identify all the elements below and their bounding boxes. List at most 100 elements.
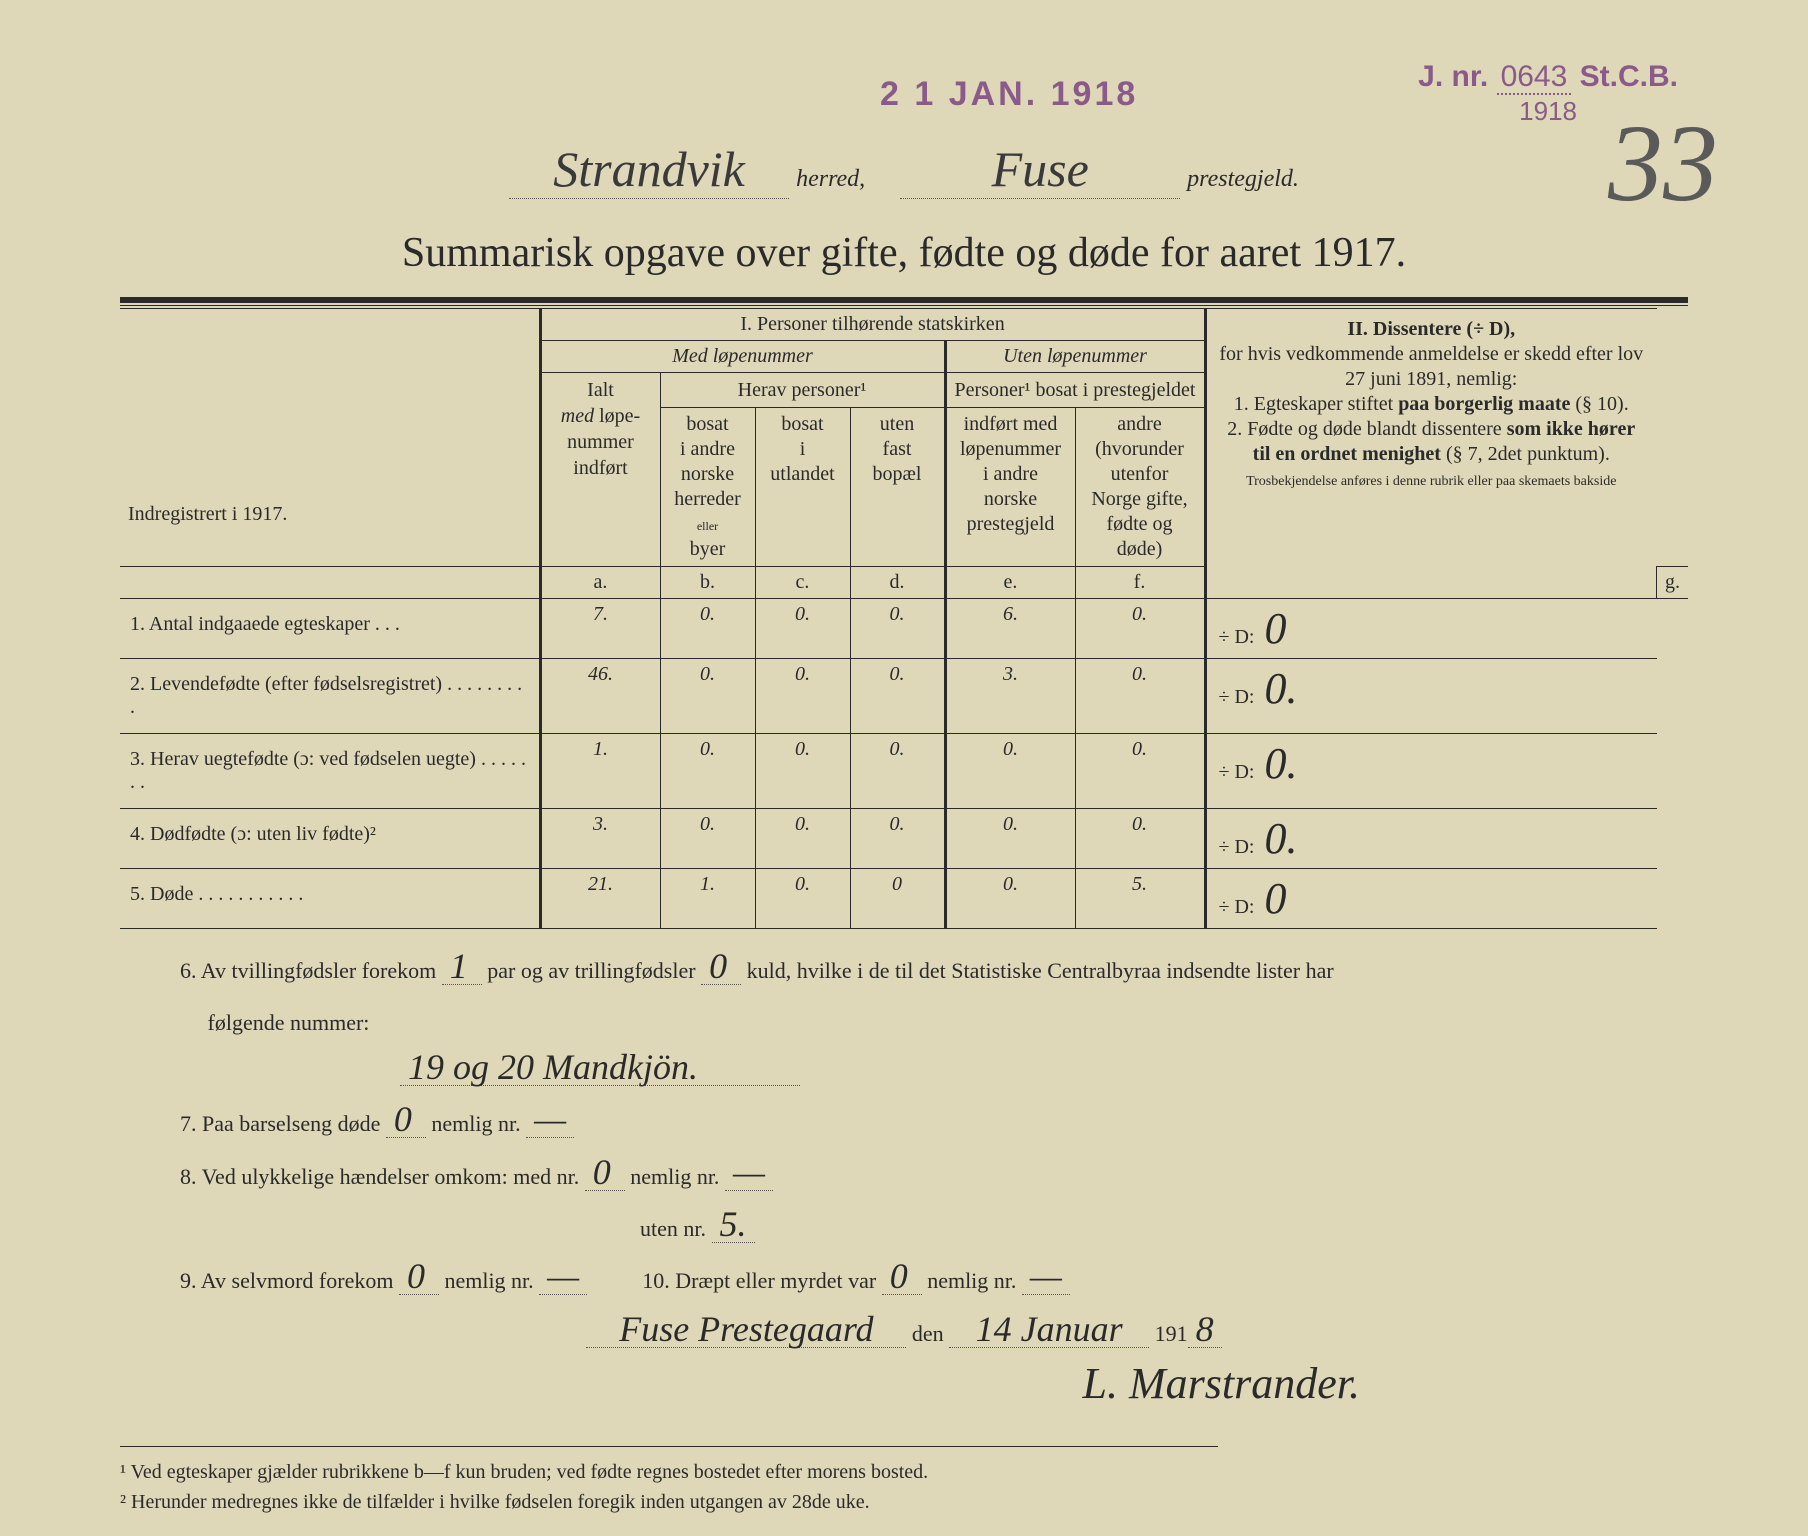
- row4-a: 3.: [540, 809, 660, 869]
- row1-a: 7.: [540, 599, 660, 659]
- row2-d: 0.: [850, 659, 945, 734]
- col-a-header: Ialtmed løpe-nummerindført: [540, 373, 660, 567]
- row1-b: 0.: [660, 599, 755, 659]
- row3-g: ÷ D: 0.: [1205, 734, 1657, 809]
- col-f-header: andre(hvorunderutenforNorge gifte,fødte …: [1075, 408, 1205, 567]
- journal-prefix: J. nr.: [1418, 60, 1488, 93]
- personer-bosat-header: Personer¹ bosat i prestegjeldet: [945, 373, 1205, 408]
- main-table: Indregistrert i 1917. I. Personer tilhør…: [120, 308, 1688, 929]
- murder-nr: —: [1022, 1258, 1070, 1295]
- row5-d: 0: [850, 869, 945, 929]
- row4-label: 4. Dødfødte (ɔ: uten liv fødte)²: [120, 809, 540, 869]
- header-line: Strandvik herred, Fuse prestegjeld.: [120, 140, 1688, 199]
- year-value: 8: [1188, 1311, 1222, 1348]
- line-6: 6. Av tvillingfødsler forekom 1 par og a…: [180, 947, 1628, 995]
- row5-a: 21.: [540, 869, 660, 929]
- row1-d: 0.: [850, 599, 945, 659]
- form-title: Summarisk opgave over gifte, fødte og dø…: [120, 229, 1688, 277]
- footnotes: ¹ Ved egteskaper gjælder rubrikkene b—f …: [120, 1446, 1218, 1517]
- barsel-value: 0: [386, 1101, 426, 1138]
- place-date-line: Fuse Prestegaard den 14 Januar 1918: [180, 1310, 1628, 1358]
- row3-a: 1.: [540, 734, 660, 809]
- accident-med: 0: [585, 1154, 625, 1191]
- row3-c: 0.: [755, 734, 850, 809]
- rule-thin: [120, 305, 1688, 306]
- row4-g: ÷ D: 0.: [1205, 809, 1657, 869]
- section2-body1: for hvis vedkommende anmeldelse er skedd…: [1219, 342, 1645, 392]
- section1-header: I. Personer tilhørende statskirken: [540, 309, 1205, 341]
- row4-d: 0.: [850, 809, 945, 869]
- row5-g: ÷ D: 0: [1205, 869, 1657, 929]
- date-value: 14 Januar: [949, 1311, 1149, 1348]
- signature-line: L. Marstrander.: [180, 1362, 1628, 1415]
- line-7: 7. Paa barselseng døde 0 nemlig nr. —: [180, 1100, 1628, 1148]
- row4-c: 0.: [755, 809, 850, 869]
- prestegjeld-value: Fuse: [900, 140, 1180, 199]
- table-row: 5. Døde . . . . . . . . . . . 21. 1. 0. …: [120, 869, 1688, 929]
- row2-c: 0.: [755, 659, 850, 734]
- twin-numbers: 19 og 20 Mandkjön.: [400, 1049, 800, 1086]
- row2-f: 0.: [1075, 659, 1205, 734]
- line-6b: følgende nummer: 19 og 20 Mandkjön.: [180, 999, 1628, 1096]
- suicide-nr: —: [539, 1258, 587, 1295]
- section2-note: Trosbekjendelse anføres i denne rubrik e…: [1219, 473, 1645, 491]
- letter-d: d.: [850, 567, 945, 599]
- herav-header: Herav personer¹: [660, 373, 945, 408]
- row5-b: 1.: [660, 869, 755, 929]
- col-c-header: bosatiutlandet: [755, 408, 850, 567]
- row2-label: 2. Levendefødte (efter fødselsregistret)…: [120, 659, 540, 734]
- line-8: 8. Ved ulykkelige hændelser omkom: med n…: [180, 1153, 1628, 1201]
- twins-value: 1: [442, 948, 482, 985]
- letter-c: c.: [755, 567, 850, 599]
- footnote-2: ² Herunder medregnes ikke de tilfælder i…: [120, 1487, 1218, 1517]
- rule-thick: [120, 297, 1688, 303]
- row3-f: 0.: [1075, 734, 1205, 809]
- med-header: Med løpenummer: [540, 341, 945, 373]
- footnote-1: ¹ Ved egteskaper gjælder rubrikkene b—f …: [120, 1457, 1218, 1487]
- journal-number: 0643: [1497, 60, 1572, 95]
- section2-item2: 2. Fødte og døde blandt dissentere som i…: [1219, 417, 1645, 467]
- row5-e: 0.: [945, 869, 1075, 929]
- col-e-header: indført medløpenummeri andrenorskepreste…: [945, 408, 1075, 567]
- letter-b: b.: [660, 567, 755, 599]
- date-stamp: 2 1 JAN. 1918: [880, 75, 1138, 114]
- letter-g: g.: [1657, 567, 1689, 599]
- table-row: 3. Herav uegtefødte (ɔ: ved fødselen ueg…: [120, 734, 1688, 809]
- lower-section: 6. Av tvillingfødsler forekom 1 par og a…: [120, 947, 1688, 1416]
- row1-e: 6.: [945, 599, 1075, 659]
- accident-nr: —: [725, 1154, 773, 1191]
- letter-f: f.: [1075, 567, 1205, 599]
- herred-value: Strandvik: [509, 140, 789, 199]
- row2-b: 0.: [660, 659, 755, 734]
- row4-e: 0.: [945, 809, 1075, 869]
- row1-label: 1. Antal indgaaede egteskaper . . .: [120, 599, 540, 659]
- letter-a: a.: [540, 567, 660, 599]
- col-d-header: utenfastbopæl: [850, 408, 945, 567]
- row2-e: 3.: [945, 659, 1075, 734]
- line-8b: uten nr. 5.: [180, 1205, 1628, 1253]
- row3-d: 0.: [850, 734, 945, 809]
- page-number: 33: [1608, 100, 1718, 227]
- table-row: 2. Levendefødte (efter fødselsregistret)…: [120, 659, 1688, 734]
- row3-label: 3. Herav uegtefødte (ɔ: ved fødselen ueg…: [120, 734, 540, 809]
- row5-label: 5. Døde . . . . . . . . . . .: [120, 869, 540, 929]
- row1-f: 0.: [1075, 599, 1205, 659]
- row5-c: 0.: [755, 869, 850, 929]
- triplets-value: 0: [701, 948, 741, 985]
- row1-c: 0.: [755, 599, 850, 659]
- section2-title: II. Dissentere (÷ D),: [1347, 318, 1515, 340]
- prestegjeld-label: prestegjeld.: [1187, 166, 1299, 192]
- row4-f: 0.: [1075, 809, 1205, 869]
- signature-value: L. Marstrander.: [1075, 1362, 1369, 1406]
- row3-e: 0.: [945, 734, 1075, 809]
- uten-header: Uten løpenummer: [945, 341, 1205, 373]
- row4-b: 0.: [660, 809, 755, 869]
- col-header-indreg: Indregistrert i 1917.: [120, 309, 540, 567]
- journal-suffix: St.C.B.: [1580, 60, 1678, 93]
- section2-header: II. Dissentere (÷ D), for hvis vedkommen…: [1205, 309, 1657, 599]
- table-row: 1. Antal indgaaede egteskaper . . . 7. 0…: [120, 599, 1688, 659]
- section2-item1: 1. Egteskaper stiftet paa borgerlig maat…: [1219, 392, 1645, 417]
- herred-label: herred,: [796, 166, 865, 192]
- letter-e: e.: [945, 567, 1075, 599]
- row2-g: ÷ D: 0.: [1205, 659, 1657, 734]
